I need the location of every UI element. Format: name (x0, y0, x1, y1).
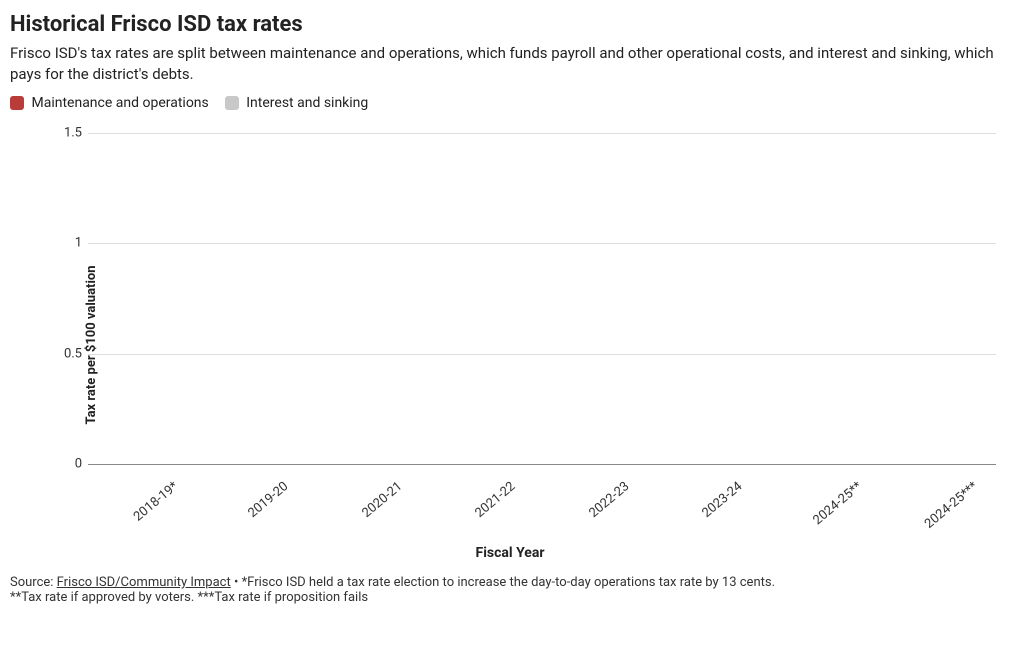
legend: Maintenance and operations Interest and … (10, 95, 1010, 111)
y-tick: 1 (52, 236, 82, 251)
legend-item-mo: Maintenance and operations (10, 95, 209, 111)
x-tick: 2023-24 (656, 473, 770, 543)
chart-area: Tax rate per $100 valuation 00.511.5 201… (10, 115, 1010, 575)
gridline (88, 354, 996, 355)
plot-area: 00.511.5 (88, 133, 996, 465)
x-tick: 2024-25*** (883, 473, 997, 543)
gridline (88, 243, 996, 244)
gridline (88, 133, 996, 134)
x-tick-label: 2018-19* (131, 479, 181, 525)
x-tick-label: 2020-21 (359, 479, 405, 521)
page-title: Historical Frisco ISD tax rates (10, 12, 1010, 37)
subtitle: Frisco ISD's tax rates are split between… (10, 43, 1010, 85)
x-tick: 2022-23 (542, 473, 656, 543)
y-tick: 0 (52, 457, 82, 472)
x-tick: 2018-19* (88, 473, 202, 543)
legend-label-mo: Maintenance and operations (31, 95, 208, 111)
x-tick: 2024-25** (769, 473, 883, 543)
x-tick-label: 2023-24 (700, 479, 746, 521)
legend-swatch-mo (10, 96, 24, 110)
x-axis-label: Fiscal Year (10, 545, 1010, 561)
source-line-2: **Tax rate if approved by voters. ***Tax… (10, 590, 1010, 605)
legend-label-is: Interest and sinking (246, 95, 368, 111)
x-tick: 2019-20 (202, 473, 316, 543)
bars-group (88, 133, 996, 464)
source-link[interactable]: Frisco ISD/Community Impact (57, 575, 231, 590)
x-tick-label: 2019-20 (246, 479, 292, 521)
x-tick-label: 2024-25** (810, 479, 865, 528)
x-tick-label: 2021-22 (473, 479, 519, 521)
chart-container: Historical Frisco ISD tax rates Frisco I… (0, 0, 1020, 650)
x-tick-label: 2022-23 (586, 479, 632, 521)
x-tick-labels: 2018-19* 2019-20 2020-21 2021-22 2022-23 2023… (88, 473, 996, 543)
source-rest: • *Frisco ISD held a tax rate election t… (231, 575, 775, 590)
source-prefix: Source: (10, 575, 57, 590)
legend-item-is: Interest and sinking (225, 95, 369, 111)
y-tick: 1.5 (52, 126, 82, 141)
y-tick: 0.5 (52, 346, 82, 361)
source-line-1: Source: Frisco ISD/Community Impact • *F… (10, 575, 1010, 590)
x-tick: 2020-21 (315, 473, 429, 543)
legend-swatch-is (225, 96, 239, 110)
x-tick-label: 2024-25*** (922, 479, 981, 532)
x-tick: 2021-22 (429, 473, 543, 543)
